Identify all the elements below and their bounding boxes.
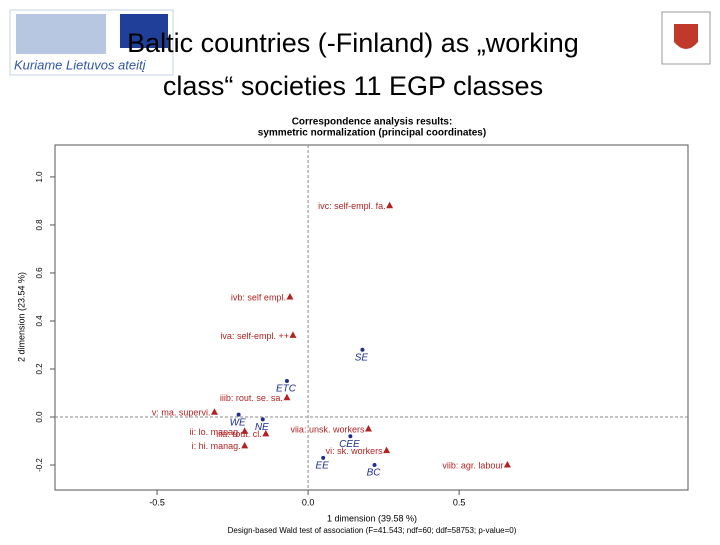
point-label: WE — [230, 417, 246, 428]
chart-title: symmetric normalization (principal coord… — [258, 128, 486, 139]
point — [372, 463, 377, 468]
x-tick-label: 0.5 — [453, 497, 466, 507]
point-label: viib: agr. labour — [442, 460, 503, 470]
slide-title: class“ societies 11 EGP classes — [163, 71, 543, 101]
point-label: NE — [255, 422, 269, 433]
point-label: BC — [367, 468, 382, 479]
point — [360, 347, 365, 352]
point-label: SE — [355, 352, 369, 363]
point-label: EE — [316, 460, 330, 471]
point — [348, 434, 353, 439]
note: Design-based Wald test of association (F… — [228, 526, 517, 535]
point — [383, 446, 391, 454]
point-label: ivc: self-empl. fa. — [318, 201, 386, 211]
point — [284, 379, 289, 384]
x-tick-label: 0.0 — [302, 497, 315, 507]
logo-text: Kuriame Lietuvos ateitį — [14, 57, 147, 72]
point — [262, 429, 270, 437]
y-tick-label: 0.8 — [35, 219, 44, 231]
point-label: viia: unsk. workers — [290, 424, 365, 434]
x-axis-label: 1 dimension (39.58 %) — [327, 513, 417, 523]
point-label: iva: self-empl. ++ — [220, 331, 289, 341]
eu-flag — [120, 14, 168, 48]
point — [236, 412, 241, 417]
y-tick-label: 0.2 — [35, 363, 44, 375]
point-label: ETC — [276, 384, 297, 395]
point — [260, 417, 265, 422]
chart-background — [6, 110, 714, 540]
point — [283, 393, 291, 401]
logo-shield — [674, 24, 698, 49]
point-label: ii: lo. manag. — [190, 427, 241, 437]
point — [386, 201, 394, 209]
point-label: v: ma. supervi. — [152, 408, 211, 418]
slide-title: Baltic countries (-Finland) as „working — [127, 28, 579, 58]
y-tick-label: 0.6 — [35, 267, 44, 279]
point — [503, 461, 511, 468]
y-tick-label: 1.0 — [35, 171, 44, 183]
y-tick-label: 0.0 — [35, 411, 44, 423]
x-tick-label: -0.5 — [149, 497, 165, 507]
point-label: CEE — [339, 439, 360, 450]
y-tick-label: -0.2 — [35, 458, 44, 472]
point — [210, 408, 218, 415]
plot-frame — [54, 144, 689, 491]
point — [286, 292, 294, 300]
logo-pattern — [16, 14, 106, 54]
point-label: iiia: rout. cl. — [216, 429, 262, 439]
point-label: vi: sk. workers — [326, 446, 384, 456]
y-axis-label: 2 dimension (23.54 %) — [16, 272, 26, 362]
y-tick-label: 0.4 — [35, 315, 44, 327]
point — [241, 441, 249, 449]
point — [364, 425, 372, 432]
point — [241, 427, 249, 434]
chart-title: Correspondence analysis results: — [292, 117, 453, 128]
point-label: ivb: self empl. — [231, 292, 286, 302]
point — [289, 331, 297, 338]
point-label: iiib: rout. se. sa. — [220, 393, 283, 403]
point-label: i: hi. manag. — [192, 441, 241, 451]
point — [321, 455, 326, 460]
